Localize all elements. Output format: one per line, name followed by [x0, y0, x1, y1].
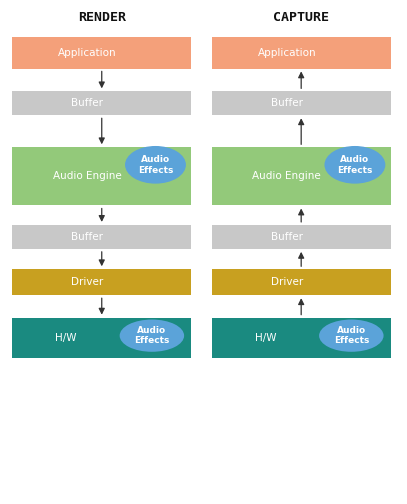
Text: Audio Engine: Audio Engine: [53, 171, 122, 181]
Text: Audio
Effects: Audio Effects: [337, 155, 372, 174]
Text: RENDER: RENDER: [78, 11, 126, 24]
Bar: [12, 225, 191, 249]
Text: Audio
Effects: Audio Effects: [134, 326, 170, 345]
Text: H/W: H/W: [55, 333, 77, 343]
Bar: [12, 91, 191, 115]
Text: Buffer: Buffer: [71, 232, 103, 242]
Bar: [212, 318, 391, 358]
Text: Application: Application: [258, 48, 316, 58]
Ellipse shape: [125, 146, 186, 183]
Text: Driver: Driver: [271, 277, 303, 287]
Text: Audio
Effects: Audio Effects: [334, 326, 369, 345]
Bar: [212, 225, 391, 249]
Text: CAPTURE: CAPTURE: [273, 11, 329, 24]
Text: Audio Engine: Audio Engine: [252, 171, 321, 181]
Ellipse shape: [324, 146, 385, 183]
Bar: [12, 37, 191, 69]
Ellipse shape: [120, 320, 184, 352]
Text: Buffer: Buffer: [71, 98, 103, 108]
Ellipse shape: [319, 320, 383, 352]
Text: Buffer: Buffer: [271, 98, 303, 108]
Text: Buffer: Buffer: [271, 232, 303, 242]
Bar: [212, 37, 391, 69]
Text: Driver: Driver: [71, 277, 103, 287]
Text: H/W: H/W: [255, 333, 276, 343]
Text: Application: Application: [58, 48, 117, 58]
Bar: [12, 269, 191, 295]
Bar: [212, 148, 391, 206]
Bar: [12, 148, 191, 206]
Bar: [212, 91, 391, 115]
Bar: [212, 269, 391, 295]
Text: Audio
Effects: Audio Effects: [138, 155, 173, 174]
Bar: [12, 318, 191, 358]
